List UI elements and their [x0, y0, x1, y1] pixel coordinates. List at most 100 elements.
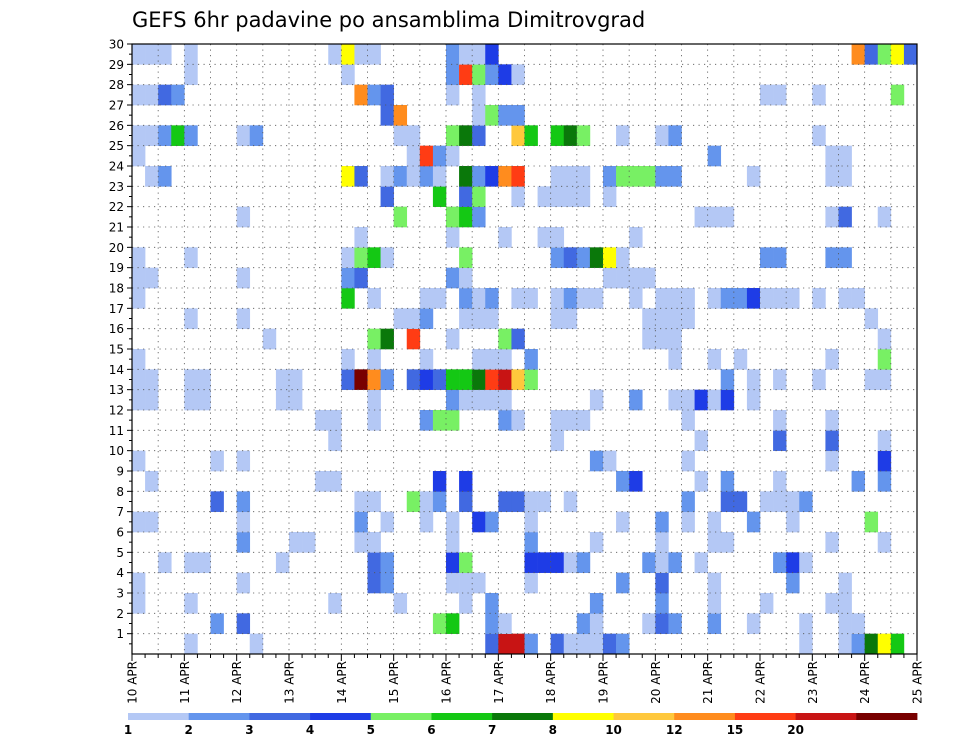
- heatmap-cell: [485, 613, 499, 634]
- colorbar-label: 6: [427, 723, 435, 737]
- heatmap-cell: [720, 532, 735, 553]
- heatmap-cell: [838, 288, 852, 309]
- heatmap-cell: [524, 572, 538, 594]
- heatmap-cell: [851, 613, 865, 634]
- heatmap-cell: [576, 247, 591, 268]
- heatmap-cell: [511, 125, 525, 146]
- heatmap-cell: [563, 186, 578, 207]
- heatmap-cell: [236, 206, 251, 228]
- heatmap-cell: [393, 105, 408, 126]
- heatmap-cell: [773, 491, 787, 512]
- heatmap-cell: [236, 491, 251, 512]
- heatmap-cell: [603, 633, 617, 655]
- heatmap-cell: [406, 125, 421, 146]
- y-tick-label: 26: [109, 119, 124, 133]
- heatmap-cell: [341, 247, 355, 268]
- heatmap-cell: [380, 369, 394, 390]
- heatmap-cell: [485, 369, 499, 390]
- heatmap-cell: [419, 491, 434, 512]
- heatmap-cell: [589, 613, 604, 634]
- heatmap-cell: [367, 552, 381, 573]
- heatmap-cell: [681, 308, 695, 329]
- y-tick-label: 14: [109, 363, 124, 377]
- heatmap-cell: [616, 125, 630, 146]
- heatmap-cell: [432, 186, 447, 207]
- y-tick-label: 25: [109, 139, 124, 153]
- heatmap-cell: [655, 613, 669, 634]
- heatmap-cell: [380, 552, 394, 573]
- heatmap-cell: [432, 613, 447, 634]
- heatmap-cell: [446, 389, 460, 411]
- heatmap-cell: [485, 166, 499, 187]
- heatmap-cell: [825, 206, 839, 228]
- heatmap-cell: [498, 613, 512, 634]
- heatmap-cell: [760, 593, 774, 614]
- heatmap-cell: [485, 64, 499, 85]
- x-tick-label: 17 APR: [492, 661, 506, 704]
- heatmap-cell: [511, 105, 525, 126]
- y-tick-label: 18: [109, 282, 124, 296]
- heatmap-cell: [380, 572, 394, 594]
- y-tick-label: 5: [116, 546, 124, 560]
- heatmap-cell: [354, 532, 368, 553]
- heatmap-cell: [446, 267, 460, 289]
- heatmap-cell: [472, 186, 486, 207]
- y-tick-label: 28: [109, 78, 124, 92]
- heatmap-cell: [773, 84, 787, 106]
- heatmap-cell: [210, 613, 224, 634]
- heatmap-cell: [773, 247, 787, 268]
- heatmap-cell: [472, 572, 486, 594]
- heatmap-cell: [328, 471, 342, 492]
- heatmap-cell: [459, 471, 473, 492]
- heatmap-cell: [275, 552, 290, 573]
- heatmap-cell: [472, 125, 486, 146]
- heatmap-cell: [406, 369, 421, 390]
- heatmap-cell: [236, 308, 251, 329]
- heatmap-cell: [472, 349, 486, 370]
- x-tick-label: 19 APR: [597, 661, 611, 704]
- heatmap-cell: [786, 288, 800, 309]
- heatmap-cell: [485, 44, 499, 65]
- heatmap-cell: [681, 389, 695, 411]
- heatmap-cell: [472, 166, 486, 187]
- heatmap-cell: [419, 349, 434, 370]
- heatmap-cell: [589, 532, 604, 553]
- heatmap-cell: [576, 186, 591, 207]
- heatmap-cell: [236, 125, 251, 146]
- heatmap-cell: [707, 572, 722, 594]
- heatmap-cell: [367, 410, 381, 431]
- heatmap-cell: [668, 552, 682, 573]
- heatmap-cell: [550, 247, 565, 268]
- heatmap-cell: [236, 532, 251, 553]
- heatmap-cell: [498, 64, 512, 85]
- heatmap-cell: [655, 125, 669, 146]
- x-tick-label: 15 APR: [387, 661, 401, 704]
- heatmap-cell: [812, 84, 826, 106]
- heatmap-cell: [760, 247, 774, 268]
- y-tick-label: 9: [116, 465, 124, 479]
- heatmap-cell: [746, 166, 761, 187]
- heatmap-cell: [799, 633, 813, 655]
- heatmap-cell: [459, 44, 473, 65]
- heatmap-cell: [681, 491, 695, 512]
- heatmap-cell: [877, 44, 892, 65]
- heatmap-cell: [655, 552, 669, 573]
- heatmap-cell: [642, 328, 656, 350]
- heatmap-cell: [459, 125, 473, 146]
- y-tick-label: 21: [109, 221, 124, 235]
- heatmap-cell: [446, 206, 460, 228]
- heatmap-cell: [838, 633, 852, 655]
- heatmap-cell: [589, 633, 604, 655]
- heatmap-cell: [459, 369, 473, 390]
- heatmap-cell: [341, 349, 355, 370]
- heatmap-cell: [472, 64, 486, 85]
- y-tick-label: 8: [116, 485, 124, 499]
- heatmap-cell: [733, 491, 748, 512]
- heatmap-cell: [380, 328, 394, 350]
- heatmap-cell: [681, 410, 695, 431]
- heatmap-cell: [485, 511, 499, 533]
- heatmap-cell: [197, 389, 211, 411]
- heatmap-cell: [812, 369, 826, 390]
- heatmap-cell: [498, 328, 512, 350]
